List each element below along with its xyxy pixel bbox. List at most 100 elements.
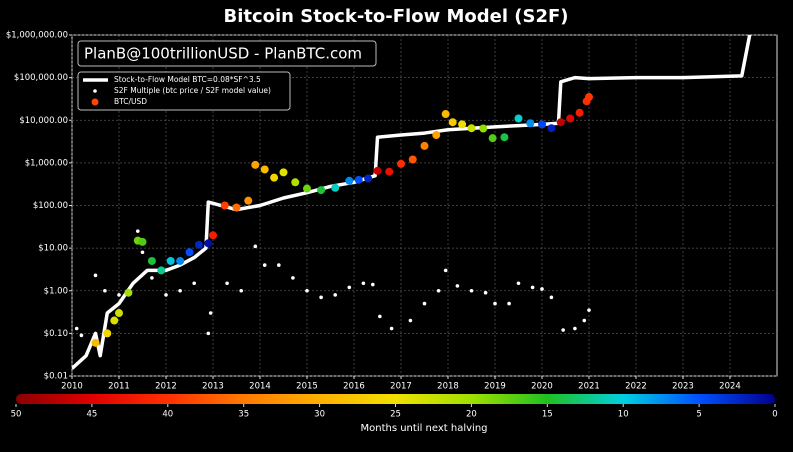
x-tick-label: 2022	[625, 382, 647, 392]
price-point	[176, 256, 185, 265]
multiple-point	[455, 284, 460, 288]
price-point	[488, 134, 497, 143]
price-point	[397, 159, 405, 168]
multiple-point	[178, 288, 182, 293]
multiple-point	[549, 295, 554, 300]
y-tick-label: $1,000.00	[25, 158, 68, 168]
price-point	[432, 131, 441, 140]
price-point	[345, 176, 354, 185]
plot-area	[72, 35, 752, 370]
price-point	[317, 186, 326, 195]
price-point	[260, 165, 269, 174]
multiple-point	[378, 314, 382, 319]
legend-box	[77, 71, 291, 111]
multiple-point	[507, 301, 511, 306]
price-point	[364, 174, 373, 183]
price-point	[479, 124, 488, 133]
x-tick-label: 2020	[531, 382, 553, 392]
multiple-point	[206, 331, 211, 336]
price-point	[115, 309, 123, 318]
price-point	[204, 239, 213, 248]
multiple-point	[561, 328, 565, 332]
colorbar-tick-label: 15	[542, 410, 553, 420]
multiple-point	[239, 288, 243, 293]
x-tick-label: 2021	[578, 382, 600, 392]
price-point	[500, 133, 509, 142]
multiple-point	[225, 281, 229, 286]
multiple-point	[443, 268, 448, 273]
price-point	[124, 288, 133, 297]
price-point	[547, 124, 556, 133]
multiple-point	[150, 276, 154, 280]
price-point	[448, 118, 457, 127]
multiple-point	[74, 326, 79, 331]
colorbar-tick-label: 25	[390, 410, 401, 420]
price-point	[270, 173, 279, 182]
x-tick-label: 2013	[202, 382, 224, 392]
colorbar-tick-label: 0	[772, 410, 777, 420]
y-tick-label: $1,000,000.00	[6, 31, 68, 41]
colorbar-tick-label: 30	[314, 410, 325, 420]
x-tick-label: 2016	[343, 382, 365, 392]
price-point	[467, 124, 476, 133]
x-tick-label: 2019	[484, 382, 506, 392]
multiple-point	[305, 288, 309, 293]
y-tick-label: $100,000.00	[14, 73, 68, 83]
y-tick-label: $0.01	[44, 372, 68, 382]
price-point	[147, 256, 156, 265]
y-tick-label: $1.00	[44, 286, 68, 296]
price-point	[194, 240, 203, 249]
colorbar-tick-label: 45	[86, 410, 97, 420]
x-tick-label: 2015	[296, 382, 318, 392]
model-line	[72, 35, 752, 370]
x-tick-label: 2010	[61, 382, 83, 392]
y-tick-label: $0.10	[44, 329, 68, 339]
colorbar-tick-label: 10	[618, 410, 629, 420]
colorbar-tick-label: 40	[162, 410, 173, 420]
annotation-box	[77, 40, 377, 67]
price-point	[331, 183, 340, 192]
price-point	[291, 178, 300, 187]
price-point	[91, 338, 100, 347]
multiple-point	[79, 333, 84, 338]
price-point	[232, 203, 241, 212]
multiple-point	[389, 326, 394, 331]
multiple-point	[422, 301, 427, 306]
price-point	[138, 237, 147, 246]
multiple-point	[103, 288, 107, 293]
price-point	[251, 160, 260, 169]
price-point	[458, 120, 467, 129]
multiple-point	[277, 263, 281, 267]
price-point	[556, 118, 565, 127]
multiple-point	[582, 318, 587, 323]
colorbar-tick-label: 50	[11, 410, 22, 420]
multiple-point	[117, 293, 121, 297]
price-point	[103, 329, 112, 338]
multiple-point	[361, 281, 366, 286]
price-point	[526, 119, 535, 128]
multiple-point	[253, 244, 258, 249]
multiple-point	[291, 276, 295, 280]
x-tick-label: 2014	[249, 382, 271, 392]
multiple-point	[516, 281, 521, 286]
legend-label: BTC/USD	[114, 97, 147, 106]
price-point	[209, 231, 217, 240]
multiple-point	[262, 263, 267, 267]
x-tick-label: 2018	[437, 382, 459, 392]
x-tick-label: 2012	[155, 382, 177, 392]
multiple-point	[208, 311, 213, 315]
x-tick-label: 2024	[719, 382, 741, 392]
colorbar-label: Months until next halving	[360, 423, 487, 434]
multiple-point	[93, 273, 98, 278]
multiple-point	[164, 293, 168, 297]
x-tick-label: 2023	[672, 382, 694, 392]
price-point	[373, 166, 382, 175]
price-point	[514, 114, 523, 123]
price-point	[110, 316, 119, 325]
multiple-point	[347, 285, 352, 290]
legend-label: Stock-to-Flow Model BTC=0.08*SF^3.5	[114, 75, 261, 84]
multiple-point	[573, 326, 577, 331]
y-tick-label: $10,000.00	[19, 116, 68, 126]
price-point	[157, 266, 166, 275]
